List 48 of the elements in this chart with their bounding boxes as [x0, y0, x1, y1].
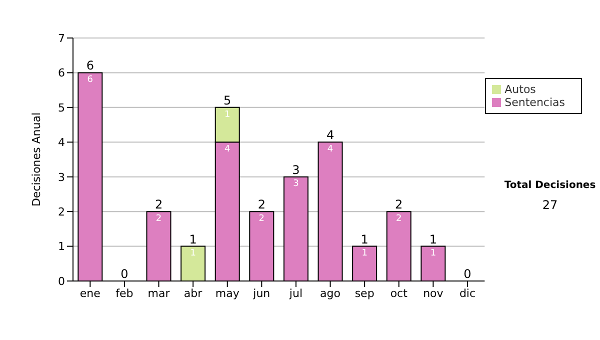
legend-label: Autos [504, 83, 536, 96]
x-tick-label: oct [390, 286, 408, 300]
y-tick-label: 0 [58, 274, 65, 288]
x-tick-label: abr [184, 286, 203, 300]
x-tick-label: feb [116, 286, 134, 300]
total-label: 2 [154, 198, 163, 212]
data-label: 2 [258, 214, 265, 224]
data-label: 4 [327, 144, 334, 155]
x-tick-label: ene [80, 286, 101, 300]
data-label: 1 [362, 248, 368, 259]
data-label: 1 [190, 248, 196, 259]
x-tick-label: sep [354, 286, 374, 300]
data-label: 3 [293, 179, 299, 190]
total-label: 0 [120, 267, 128, 281]
y-tick-label: 4 [58, 136, 65, 150]
y-tick-label: 7 [58, 32, 65, 45]
y-tick-label: 5 [58, 101, 65, 114]
x-tick-label: jun [252, 286, 270, 300]
total-label: 6 [86, 58, 94, 73]
data-label: 4 [224, 144, 230, 155]
total-label: 1 [189, 232, 197, 246]
data-label: 1 [430, 248, 436, 259]
legend-label: Sentencias [504, 96, 565, 109]
total-label: 3 [292, 162, 300, 177]
x-tick-label: dic [459, 286, 476, 300]
total-label: 0 [464, 267, 472, 281]
text: 27 [541, 198, 559, 212]
data-label: 2 [396, 214, 402, 224]
total-label: 2 [395, 198, 403, 212]
y-tick-label: 3 [58, 170, 65, 184]
total-label: 1 [429, 232, 438, 246]
y-tick-label: 6 [58, 66, 65, 80]
total-label: 2 [258, 198, 266, 212]
y-tick-label: 2 [58, 205, 65, 218]
data-label: 2 [156, 214, 162, 224]
total-label: 1 [360, 232, 368, 246]
data-label: 6 [87, 75, 94, 86]
text: Total Decisiones [503, 180, 597, 191]
x-tick-label: mar [148, 286, 170, 300]
y-tick-label: 1 [58, 240, 65, 254]
x-tick-label: ago [320, 286, 341, 300]
x-tick-label: may [215, 286, 240, 300]
total-label: 4 [326, 128, 334, 142]
x-tick-label: nov [423, 286, 444, 300]
y-axis-title: Decisiones Anual [30, 112, 43, 207]
x-tick-label: jul [288, 286, 303, 300]
data-label: 1 [224, 110, 230, 120]
total-label: 5 [224, 93, 232, 108]
